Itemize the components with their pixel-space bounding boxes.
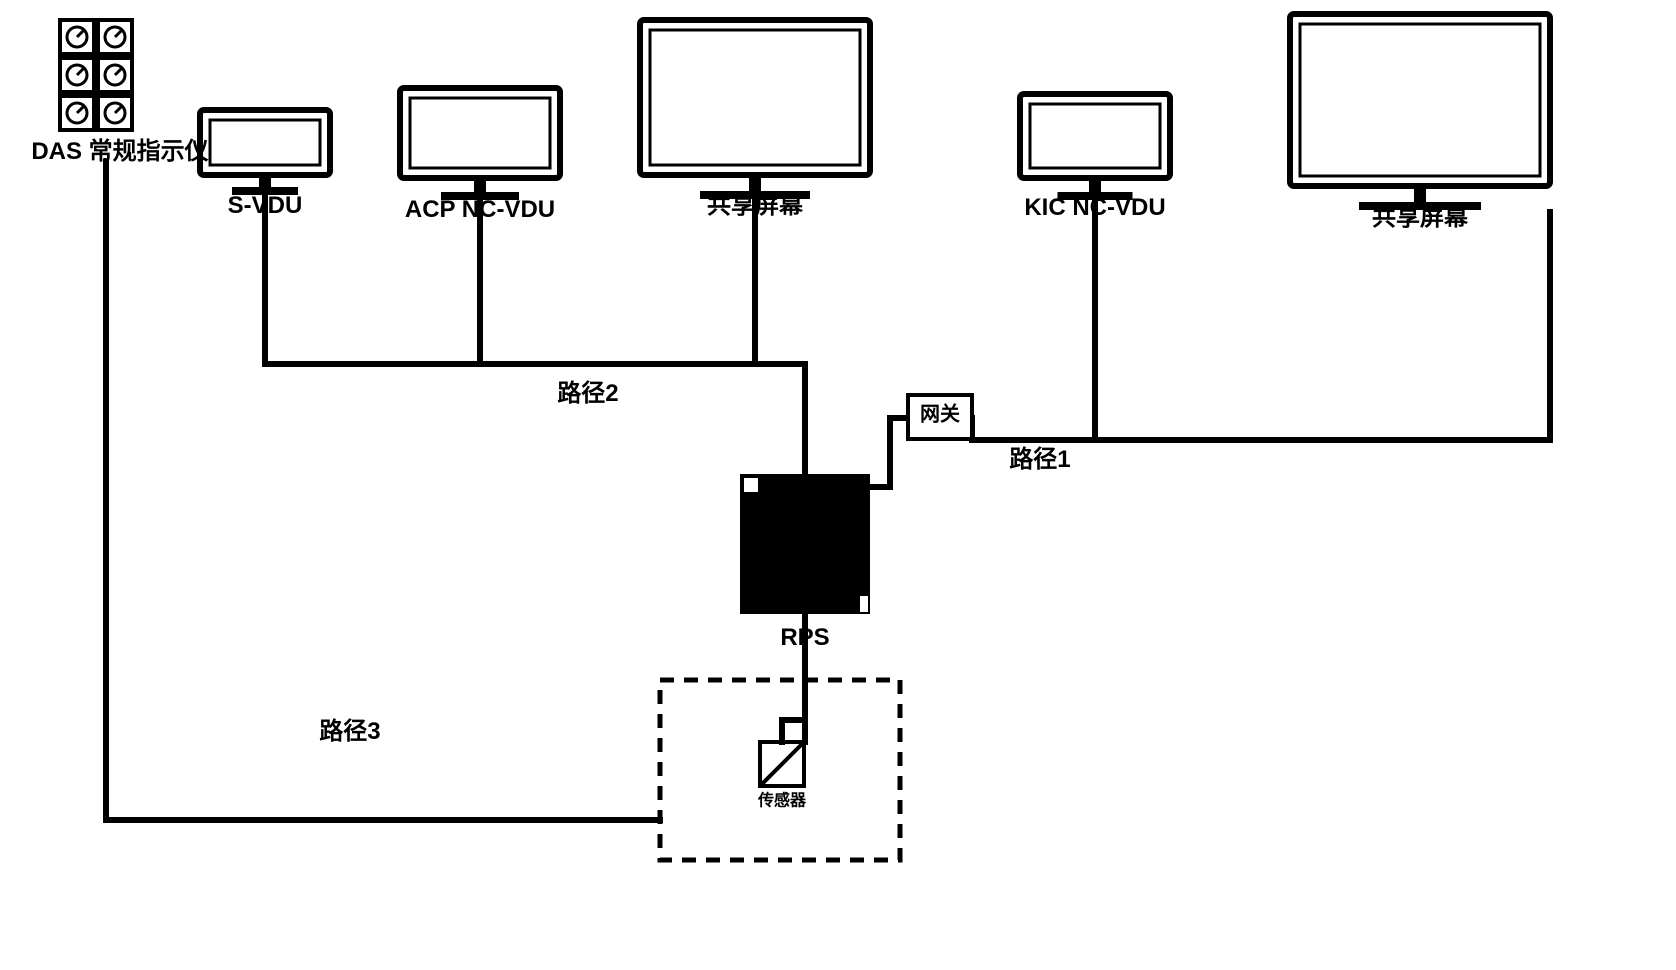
svg-text:传感器: 传感器 [757,790,807,809]
svg-text:共享屏幕: 共享屏幕 [707,191,804,219]
rps-unit [740,474,870,614]
svg-text:RPS: RPS [780,624,829,651]
svg-text:路径3: 路径3 [319,717,380,745]
svg-text:S-VDU: S-VDU [228,192,303,219]
svg-text:网关: 网关 [920,402,960,426]
svg-text:共享屏幕: 共享屏幕 [1372,203,1469,231]
svg-text:路径1: 路径1 [1009,445,1070,473]
acp-ncvdu-monitor [400,88,560,200]
das-indicator [60,20,132,130]
shared-screen-2 [1290,14,1550,210]
svg-text:DAS 常规指示仪: DAS 常规指示仪 [31,138,209,165]
kic-ncvdu-monitor [1020,94,1170,200]
network-diagram: DAS 常规指示仪 S-VDU ACP NC-VDU 共享屏幕 KIC NC-VDU 共享… [0,0,1676,970]
svg-text:ACP NC-VDU: ACP NC-VDU [405,196,555,223]
svdu-monitor [200,110,330,195]
svg-text:路径2: 路径2 [557,379,618,407]
svg-text:KIC NC-VDU: KIC NC-VDU [1024,194,1165,221]
shared-screen-1 [640,20,870,199]
